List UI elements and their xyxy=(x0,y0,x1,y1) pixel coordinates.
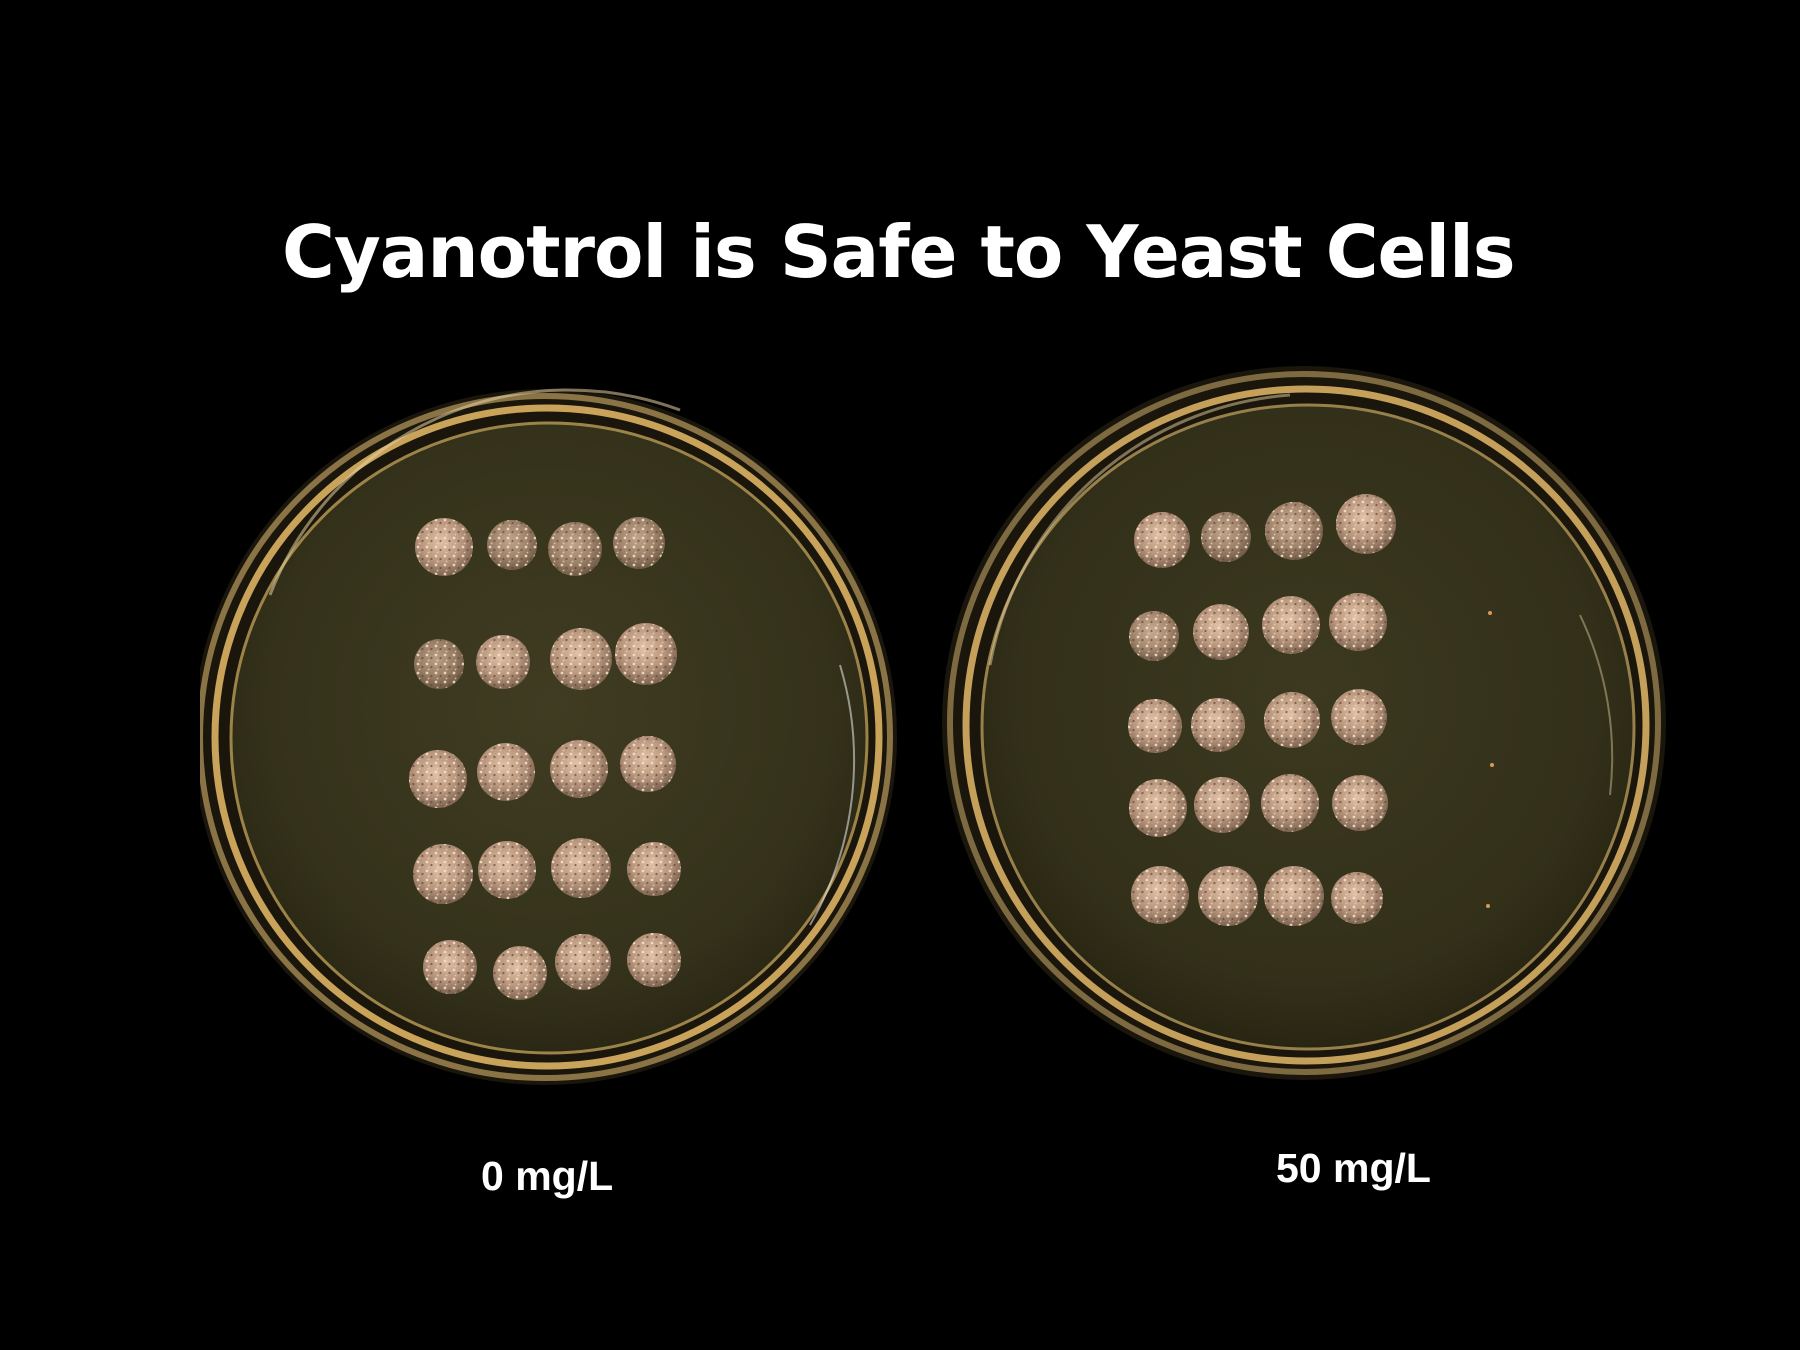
slide-title: Cyanotrol is Safe to Yeast Cells xyxy=(282,210,1515,294)
petri-dish-photo xyxy=(200,365,1670,1110)
plate-left xyxy=(200,389,897,1085)
plate-label-50-mg: 50 mg/L xyxy=(1276,1145,1431,1192)
plate-label-0-mg: 0 mg/L xyxy=(481,1153,613,1200)
